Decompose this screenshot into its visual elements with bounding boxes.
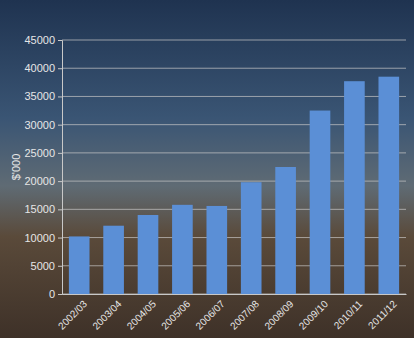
y-axis-line [58,41,63,295]
y-tick-label: 10000 [24,232,55,244]
bar [344,81,365,294]
y-tick-mark [58,238,62,239]
y-tick-mark [58,125,62,126]
x-axis: 2002/032003/042004/052005/062006/072007/… [56,294,407,332]
y-tick: 5000 [31,260,62,272]
bar [103,226,124,294]
bar [69,236,90,294]
plot: 0 5000 10000 15000 20000 25000 30000 35000 40000… [24,34,406,332]
chart-svg: 0 5000 10000 15000 20000 25000 30000 35000 40000… [0,0,414,338]
y-tick: 40000 [24,62,62,74]
grid [62,40,406,294]
x-tick-label: 2010/11 [332,298,365,331]
x-tick-label: 2008/09 [262,298,296,332]
x-tick: 2011/12 [366,294,399,331]
y-tick-mark [58,68,62,69]
y-tick-mark [58,153,62,154]
x-tick: 2007/08 [228,294,262,332]
y-tick-label: 15000 [24,203,55,215]
x-tick: 2004/05 [125,294,159,332]
y-tick-mark [58,40,62,41]
y-axis: 0 5000 10000 15000 20000 25000 30000 35000 40000… [24,34,62,300]
x-tick-label: 2002/03 [56,298,90,332]
y-tick: 35000 [24,90,62,102]
grid-line [62,68,406,69]
x-tick: 2005/06 [159,294,193,332]
bar [172,205,193,294]
y-tick-label: 45000 [24,34,55,46]
bar [378,77,399,294]
y-tick: 45000 [24,34,62,46]
x-tick: 2002/03 [56,294,90,332]
x-tick: 2008/09 [262,294,296,332]
y-axis-title: $'000 [10,154,22,181]
x-tick-label: 2003/04 [90,298,124,332]
y-tick: 15000 [24,203,62,215]
y-tick-mark [58,96,62,97]
y-tick-label: 25000 [24,147,55,159]
y-tick-label: 20000 [24,175,55,187]
y-tick-label: 40000 [24,62,55,74]
y-tick-mark [58,181,62,182]
bar [310,111,331,294]
x-tick: 2010/11 [332,294,365,331]
bars [69,77,399,294]
y-tick: 20000 [24,175,62,187]
x-tick: 2003/04 [90,294,124,332]
x-tick-label: 2006/07 [193,298,227,332]
y-tick: 10000 [24,232,62,244]
x-tick: 2006/07 [193,294,227,332]
x-tick-label: 2009/10 [297,298,331,332]
bar [138,215,159,294]
y-tick-mark [58,294,62,295]
bar [206,206,227,294]
y-tick: 30000 [24,119,62,131]
y-tick-label: 0 [49,288,55,300]
y-tick: 0 [49,288,62,300]
y-tick-label: 5000 [31,260,55,272]
chart-container: 0 5000 10000 15000 20000 25000 30000 35000 40000… [0,0,414,338]
y-tick: 25000 [24,147,62,159]
bar [241,182,262,294]
x-tick-label: 2004/05 [125,298,159,332]
bar [275,167,296,294]
x-axis-line [63,294,407,295]
x-tick: 2009/10 [297,294,331,332]
x-tick-label: 2007/08 [228,298,262,332]
y-tick-label: 35000 [24,90,55,102]
y-tick-label: 30000 [24,119,55,131]
grid-line [62,40,406,41]
x-tick-label: 2011/12 [366,298,399,331]
x-tick-label: 2005/06 [159,298,193,332]
y-tick-mark [58,209,62,210]
y-tick-mark [58,266,62,267]
